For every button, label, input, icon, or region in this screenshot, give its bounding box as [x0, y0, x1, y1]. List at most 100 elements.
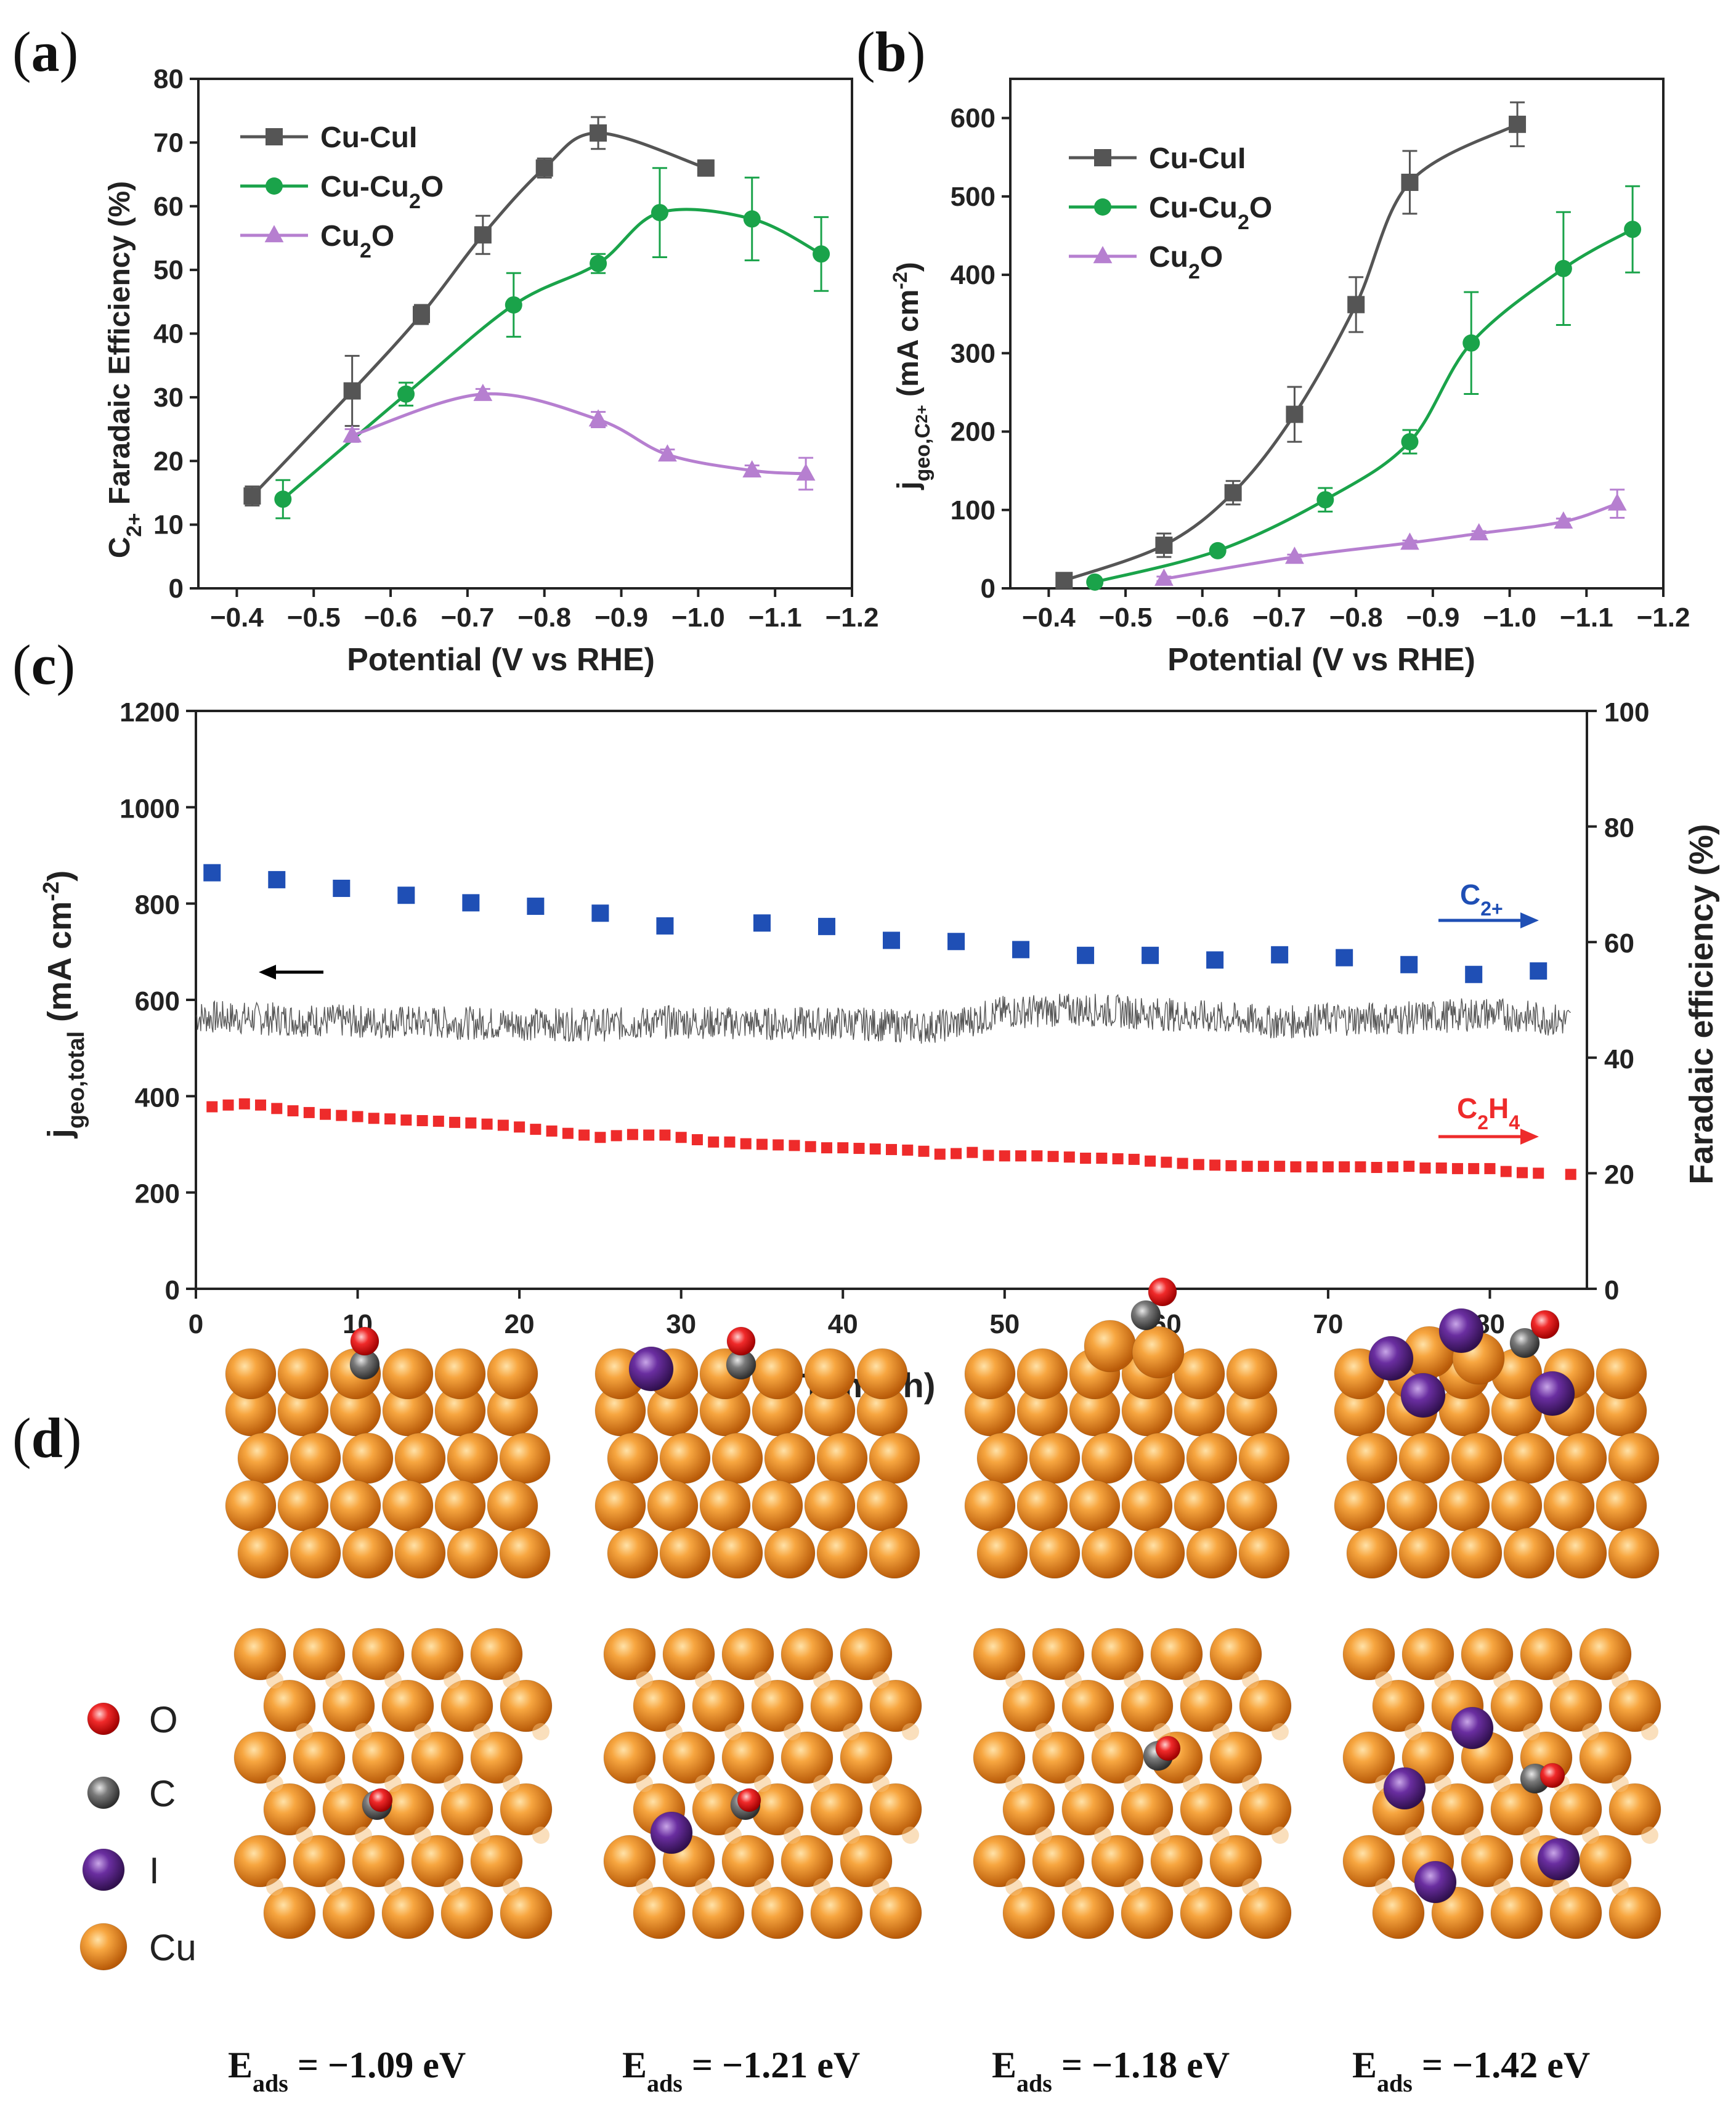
cu-atom — [1438, 1480, 1490, 1532]
cu-atom — [1121, 1480, 1173, 1532]
data-point — [1257, 1161, 1269, 1172]
subsurface-cu — [1153, 1827, 1170, 1844]
cu-atom — [964, 1348, 1016, 1400]
subsurface-cu — [1242, 1671, 1259, 1689]
data-point — [1224, 484, 1242, 501]
legend-symbol-cu: Cu — [149, 1927, 197, 1968]
x-tick-label: 40 — [828, 1309, 858, 1339]
x-tick-label: −0.4 — [210, 603, 264, 633]
cu-atom — [352, 1835, 405, 1888]
c-atom — [1130, 1300, 1161, 1331]
data-point — [505, 296, 522, 314]
panel-a: (a) −0.4 −0.5 −0.6 −0.7 −0.8 −0.9 −1.0 −1.1 −1.2… — [12, 20, 878, 678]
subsurface-cu — [325, 1878, 343, 1896]
cu-atom — [352, 1628, 405, 1681]
c2plus-annotation: C2+ — [1460, 879, 1503, 920]
cu-atom — [869, 1783, 922, 1836]
cu-atom — [1579, 1628, 1632, 1681]
y-tick-label: 0 — [165, 1275, 180, 1305]
subsurface-cu — [473, 1827, 490, 1844]
legend-marker — [1093, 246, 1113, 264]
data-point — [656, 917, 674, 935]
cu-atom — [233, 1835, 286, 1888]
subsurface-cu — [503, 1775, 520, 1792]
cu-atom — [225, 1480, 277, 1532]
cu-atom — [1002, 1679, 1055, 1732]
chart-c: 0 10 20 30 40 50 60 70 8002004006008001000120002… — [120, 697, 1649, 1339]
data-point — [1484, 1163, 1496, 1174]
cu-atom — [699, 1480, 751, 1532]
side-view-4 — [1334, 1308, 1660, 1579]
data-point — [724, 1136, 736, 1148]
c2plus-arrowhead — [1520, 912, 1539, 928]
data-point — [1285, 546, 1304, 564]
cu-atom — [973, 1731, 1026, 1784]
data-point — [400, 1114, 412, 1126]
cu-atom — [1556, 1527, 1607, 1579]
cu-atom — [840, 1731, 893, 1784]
c-atom — [1509, 1328, 1540, 1358]
eads-labels: Eads = −1.09 eV Eads = −1.21 eV Eads = −… — [228, 2045, 1590, 2097]
panel-d: (d) OCI Cu Eads = −1.09 eV Eads = −1.21 e… — [12, 1277, 1661, 2097]
subsurface-cu — [1552, 1671, 1570, 1689]
data-point — [527, 898, 545, 915]
data-point — [588, 409, 608, 427]
subsurface-cu — [1153, 1723, 1170, 1740]
data-point — [1077, 946, 1095, 964]
subsurface-cu — [1124, 1671, 1141, 1689]
cu-atom — [1549, 1679, 1602, 1732]
side-view-2 — [594, 1326, 920, 1579]
cu-atom — [1032, 1835, 1085, 1888]
cu-atom — [233, 1628, 286, 1681]
subsurface-cu — [1124, 1775, 1141, 1792]
cu-atom — [440, 1886, 493, 1939]
cu-atom — [976, 1432, 1028, 1484]
data-point — [1554, 259, 1572, 277]
data-point — [481, 1118, 493, 1130]
subsurface-cu — [1434, 1671, 1451, 1689]
cu-atom — [342, 1432, 394, 1484]
cu-atom — [721, 1835, 774, 1888]
legend-label: Cu2O — [1149, 241, 1223, 283]
cu-atom — [440, 1679, 493, 1732]
legend-symbol-o: O — [149, 1699, 178, 1740]
subsurface-cu — [695, 1671, 712, 1689]
data-point — [1177, 1158, 1188, 1169]
subsurface-cu — [1375, 1878, 1392, 1896]
cu-atom — [781, 1835, 834, 1888]
cu-atom — [277, 1348, 329, 1400]
legend-label: Cu-Cu2O — [1149, 192, 1272, 234]
legend-atom-i — [82, 1848, 125, 1891]
c2h4-arrowhead — [1520, 1129, 1539, 1145]
cu-atom — [840, 1628, 893, 1681]
legend-label: Cu-CuI — [320, 121, 417, 154]
legend-marker — [1094, 149, 1111, 166]
cu-atom — [751, 1886, 804, 1939]
subsurface-cu — [444, 1878, 461, 1896]
data-point — [465, 1117, 477, 1129]
i-atom — [1438, 1308, 1484, 1353]
subsurface-cu — [266, 1878, 283, 1896]
cu-atom — [1239, 1783, 1292, 1836]
cu-atom — [263, 1783, 316, 1836]
cu-atom — [1401, 1628, 1454, 1681]
data-point — [384, 1113, 396, 1125]
x-tick-label: −1.2 — [1637, 603, 1690, 633]
slab-structures — [225, 1277, 1661, 1939]
subsurface-cu — [1493, 1775, 1511, 1792]
cu-atom — [1549, 1783, 1602, 1836]
data-point — [546, 1125, 558, 1137]
data-point — [999, 1150, 1010, 1162]
data-point — [1516, 1167, 1528, 1179]
y-tick-label: 0 — [169, 574, 184, 604]
cu-atom — [1209, 1731, 1262, 1784]
data-point — [853, 1143, 865, 1154]
x-tick-label: −1.1 — [748, 603, 802, 633]
x-tick-label: −0.9 — [1406, 603, 1459, 633]
cu-atom — [1334, 1480, 1385, 1532]
cu-atom — [487, 1480, 538, 1532]
data-point — [1209, 1159, 1221, 1171]
cu-atom — [781, 1628, 834, 1681]
data-point — [1462, 334, 1480, 352]
x-tick-label: −0.5 — [1099, 603, 1153, 633]
